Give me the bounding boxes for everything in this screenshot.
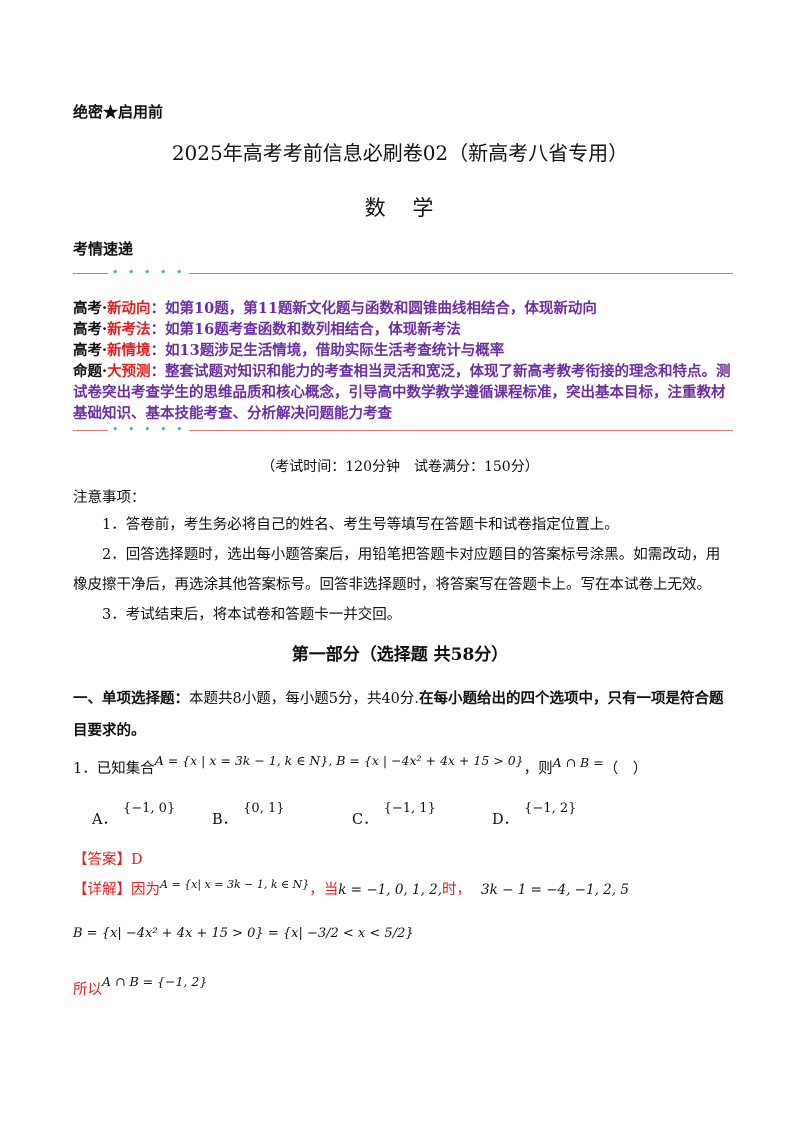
conclusion-line: 所以A ∩ B = {−1, 2} <box>73 974 208 998</box>
divider-dots-bottom: • • • • • <box>108 424 190 435</box>
divider-bottom <box>73 430 733 431</box>
info-line: 高考·新考法：如第16题考查函数和数列相结合，体现新考法 <box>73 321 461 338</box>
notes-heading: 注意事项： <box>73 490 146 506</box>
section-instructions: 一、单项选择题：本题共8小题，每小题5分，共40分.在每小题给出的四个选项中，只… <box>73 690 724 739</box>
part-title: 第一部分（选择题 共58分） <box>291 645 509 665</box>
option-a[interactable]: A．{−1, 0} <box>92 801 176 828</box>
set-b-solution: B = {x| −4x² + 4x + 15 > 0} = {x| −3/2 <… <box>73 926 414 941</box>
divider-top <box>73 273 733 274</box>
question-math: A = {x | x = 3k − 1, k ∈ N}, B = {x | −4… <box>154 753 524 768</box>
note-item: 2．回答选择题时，选出每小题答案后，用铅笔把答题卡对应题目的答案标号涂黑。如需改… <box>73 547 721 593</box>
option-d[interactable]: D．{−1, 2} <box>492 801 577 828</box>
confidential-mark: 绝密★启用前 <box>73 103 164 121</box>
exam-overview-heading: 考情速递 <box>73 240 134 258</box>
note-item: 3．考试结束后，将本试卷和答题卡一并交回。 <box>102 607 402 623</box>
info-line: 高考·新情境：如13题涉足生活情境，借助实际生活考查统计与概率 <box>73 342 505 359</box>
option-c[interactable]: C．{−1, 1} <box>352 801 436 828</box>
note-item: 1．答卷前，考生务必将自己的姓名、考生号等填写在答题卡和试卷指定位置上。 <box>102 517 619 533</box>
option-b[interactable]: B．{0, 1} <box>212 801 285 828</box>
divider-dots-top: • • • • • <box>108 267 190 278</box>
detail-line: 【详解】因为A = {x| x = 3k − 1, k ∈ N}，当k = −1… <box>73 878 629 898</box>
info-line: 命题·大预测：整套试题对知识和能力的考查相当灵活和宽泛，体现了新高考教考衔接的理… <box>73 363 731 422</box>
exam-time: （考试时间：120分钟 试卷满分：150分） <box>261 459 539 475</box>
subject-title: 数 学 <box>364 196 444 220</box>
question-1-stem: 1．已知集合A = {x | x = 3k − 1, k ∈ N}, B = {… <box>73 753 648 777</box>
info-block: 高考·新动向：如第10题，第11题新文化题与函数和圆锥曲线相结合，体现新动向 高… <box>73 298 733 424</box>
answer-line: 【答案】D <box>73 852 143 868</box>
paper-title: 2025年高考考前信息必刷卷02（新高考八省专用） <box>171 141 629 165</box>
info-line: 高考·新动向：如第10题，第11题新文化题与函数和圆锥曲线相结合，体现新动向 <box>73 300 597 317</box>
